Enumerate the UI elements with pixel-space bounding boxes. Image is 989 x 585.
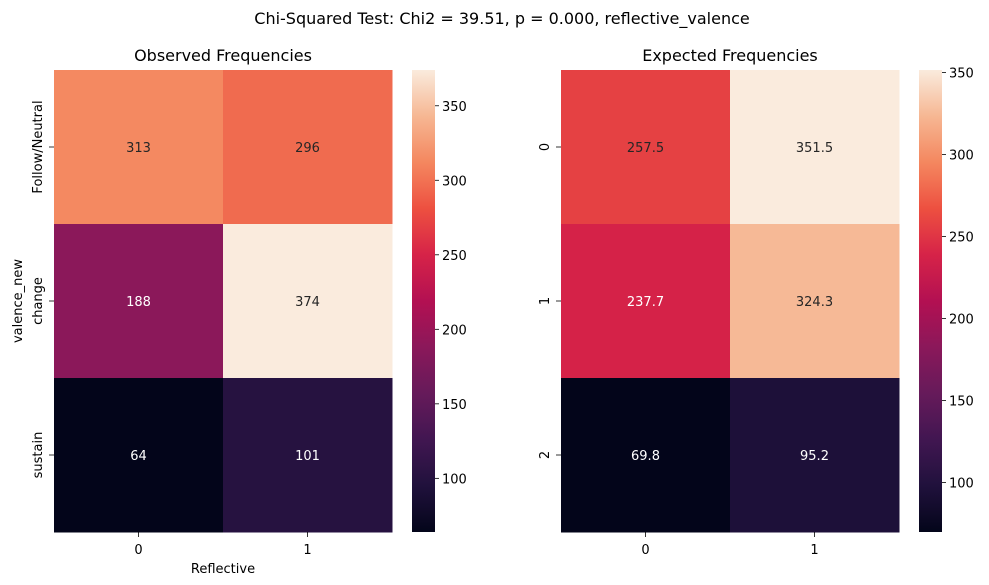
colorbar-tick-label: 250 bbox=[949, 230, 974, 245]
heatmap-panel-1: 313 296 188 374 64 101 Observed Frequencies 0 1 F… bbox=[11, 46, 467, 577]
heatmap-cell bbox=[54, 224, 224, 379]
colorbar-tick-label: 150 bbox=[949, 394, 974, 409]
y-axis-label: valence_new bbox=[11, 259, 26, 343]
heatmap-panel-2: 257.5 351.5 237.7 324.3 69.8 95.2 Expected Fre… bbox=[538, 46, 974, 558]
cell-annotation: 237.7 bbox=[627, 295, 664, 310]
x-tick-label: 0 bbox=[134, 543, 142, 558]
y-tick-label: 2 bbox=[538, 451, 553, 459]
x-tick-label: 0 bbox=[641, 543, 649, 558]
x-tick-label: 1 bbox=[303, 543, 311, 558]
figure-title: Chi-Squared Test: Chi2 = 39.51, p = 0.00… bbox=[254, 9, 749, 29]
colorbar-tick-label: 350 bbox=[442, 100, 467, 115]
heatmap-cell bbox=[54, 70, 224, 225]
cell-annotation: 324.3 bbox=[796, 295, 833, 310]
cell-annotation: 64 bbox=[130, 449, 147, 464]
y-tick-label: sustain bbox=[31, 432, 46, 479]
colorbar-tick-label: 200 bbox=[949, 312, 974, 327]
heatmap-cell bbox=[730, 378, 900, 533]
y-tick-label: 0 bbox=[538, 143, 553, 151]
heatmap-cell bbox=[730, 70, 900, 225]
heatmap-cell bbox=[223, 70, 393, 225]
colorbar-tick-label: 250 bbox=[442, 249, 467, 264]
colorbar-tick-label: 100 bbox=[442, 472, 467, 487]
cell-annotation: 101 bbox=[295, 449, 320, 464]
colorbar bbox=[919, 70, 942, 532]
heatmap-cell bbox=[561, 224, 731, 379]
cell-annotation: 95.2 bbox=[800, 449, 829, 464]
heatmap-cell bbox=[223, 378, 393, 533]
cell-annotation: 296 bbox=[295, 141, 320, 156]
panel-title: Observed Frequencies bbox=[134, 46, 312, 65]
cell-annotation: 374 bbox=[295, 295, 320, 310]
heatmap-cell bbox=[561, 70, 731, 225]
cell-annotation: 351.5 bbox=[796, 141, 833, 156]
cell-annotation: 188 bbox=[126, 295, 151, 310]
x-tick-label: 1 bbox=[810, 543, 818, 558]
colorbar-tick-label: 300 bbox=[949, 148, 974, 163]
colorbar-tick-label: 300 bbox=[442, 174, 467, 189]
x-axis-label: Reflective bbox=[191, 562, 255, 577]
heatmap-cell bbox=[561, 378, 731, 533]
colorbar-tick-label: 350 bbox=[949, 66, 974, 81]
y-tick-label: change bbox=[31, 277, 46, 325]
heatmap-cell bbox=[730, 224, 900, 379]
colorbar-tick-label: 200 bbox=[442, 323, 467, 338]
cell-annotation: 69.8 bbox=[631, 449, 660, 464]
heatmap-cell bbox=[54, 378, 224, 533]
cell-annotation: 257.5 bbox=[627, 141, 664, 156]
panel-title: Expected Frequencies bbox=[642, 46, 818, 65]
heatmap-cell bbox=[223, 224, 393, 379]
y-tick-label: 1 bbox=[538, 297, 553, 305]
colorbar-tick-label: 100 bbox=[949, 476, 974, 491]
cell-annotation: 313 bbox=[126, 141, 151, 156]
colorbar bbox=[412, 70, 435, 532]
y-tick-label: Follow/Neutral bbox=[31, 100, 46, 193]
colorbar-tick-label: 150 bbox=[442, 398, 467, 413]
